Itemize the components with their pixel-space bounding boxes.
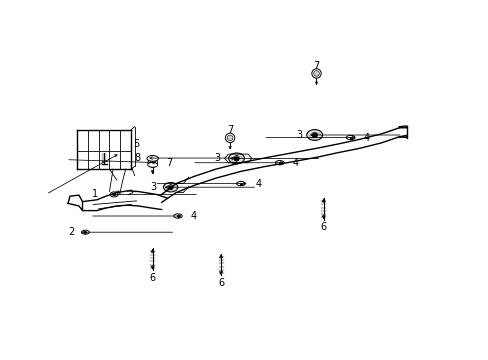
Text: 4: 4 <box>255 179 261 189</box>
Text: 5: 5 <box>133 139 140 149</box>
Circle shape <box>225 133 234 143</box>
Text: 7: 7 <box>166 158 172 168</box>
Circle shape <box>313 71 319 76</box>
Circle shape <box>168 185 173 190</box>
Text: 4: 4 <box>190 211 196 221</box>
Text: 6: 6 <box>218 278 224 288</box>
Text: 2: 2 <box>68 227 75 237</box>
Ellipse shape <box>228 153 244 164</box>
Circle shape <box>311 132 317 138</box>
Circle shape <box>150 160 155 166</box>
Text: 7: 7 <box>313 60 319 71</box>
Text: 1: 1 <box>92 189 98 199</box>
Circle shape <box>233 156 239 161</box>
Text: 6: 6 <box>320 222 326 232</box>
Text: 6: 6 <box>149 273 156 283</box>
Ellipse shape <box>146 156 158 161</box>
Ellipse shape <box>163 183 178 192</box>
Text: 7: 7 <box>226 125 233 135</box>
Circle shape <box>227 135 232 141</box>
Ellipse shape <box>306 130 322 140</box>
Text: 3: 3 <box>150 182 157 192</box>
Text: 3: 3 <box>214 153 221 163</box>
Text: 4: 4 <box>363 132 369 143</box>
Circle shape <box>311 69 321 78</box>
Text: 3: 3 <box>296 130 302 140</box>
Ellipse shape <box>147 163 158 167</box>
Circle shape <box>148 158 157 167</box>
Text: 8: 8 <box>134 153 141 163</box>
Text: 4: 4 <box>292 158 298 168</box>
